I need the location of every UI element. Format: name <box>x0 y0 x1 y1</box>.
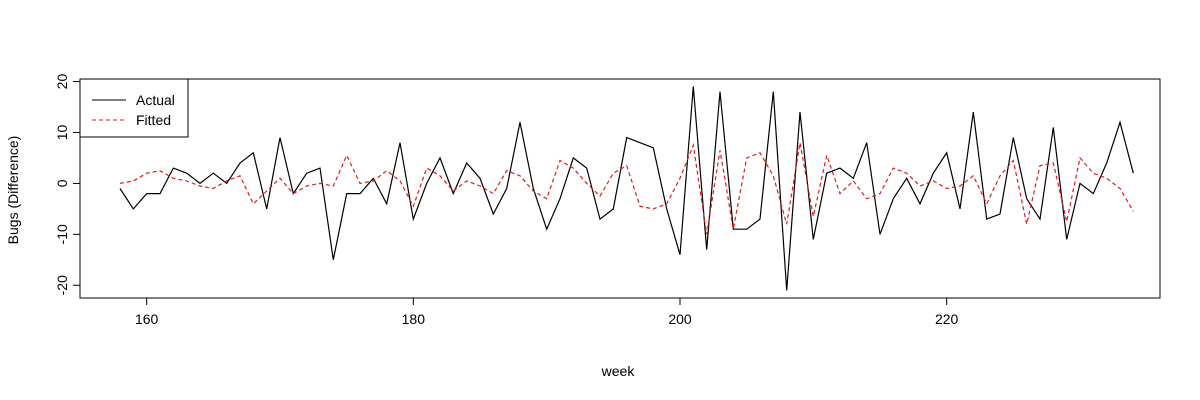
x-tick-label: 160 <box>135 311 159 327</box>
legend-label-fitted: Fitted <box>136 112 171 128</box>
series-layer <box>119 86 1134 291</box>
legend-label-actual: Actual <box>136 92 175 108</box>
series-line-fitted <box>119 142 1134 235</box>
y-tick-label: -20 <box>54 275 70 295</box>
x-axis-title: week <box>601 363 636 379</box>
plot-frame <box>79 78 1161 299</box>
y-tick-label: 10 <box>54 124 70 140</box>
legend: Actual Fitted <box>79 78 189 138</box>
x-tick-label: 180 <box>402 311 426 327</box>
x-tick-label: 220 <box>935 311 959 327</box>
legend-box <box>79 78 189 138</box>
series-line-actual <box>119 86 1134 291</box>
y-tick-label: -10 <box>54 224 70 244</box>
y-tick-label: 0 <box>54 179 70 187</box>
x-axis: 160 180 200 220 <box>135 297 959 327</box>
y-tick-label: 20 <box>54 74 70 90</box>
y-axis-title: Bugs (Difference) <box>5 136 21 245</box>
x-tick-label: 200 <box>668 311 692 327</box>
y-axis: -20 -10 0 10 20 <box>54 74 81 295</box>
